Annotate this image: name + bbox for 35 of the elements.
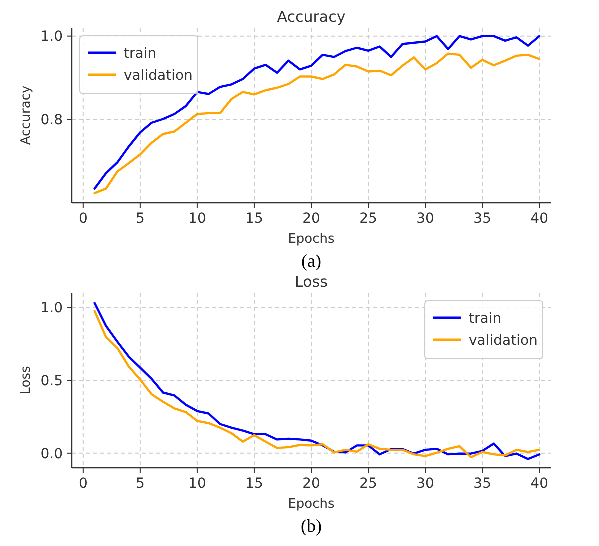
text: (a)	[302, 251, 322, 271]
x-tick-label: 15	[246, 476, 264, 492]
legend-label: train	[124, 46, 157, 62]
legend-label: validation	[469, 332, 538, 349]
x-tick-label: 30	[416, 211, 434, 227]
x-tick-label: 0	[78, 476, 88, 492]
x-tick-label: 10	[188, 211, 206, 227]
x-tick-label: 25	[360, 211, 378, 227]
x-tick-label: 40	[530, 211, 549, 227]
chart-title: Loss	[295, 273, 328, 291]
legend-label: validation	[124, 68, 193, 84]
legend-label: train	[469, 310, 502, 327]
y-tick-label: 1.0	[40, 29, 63, 46]
y-axis-title: Loss	[19, 366, 34, 395]
x-tick-label: 20	[302, 476, 320, 492]
x-tick-label: 35	[474, 476, 492, 492]
x-tick-label: 40	[530, 476, 549, 492]
y-tick-label: 1.0	[40, 300, 63, 316]
x-tick-label: 15	[246, 211, 264, 227]
x-tick-label: 30	[416, 476, 434, 492]
y-axis-title: Accuracy	[19, 86, 34, 146]
x-tick-label: 20	[302, 211, 320, 227]
x-tick-label: 25	[360, 476, 378, 492]
x-axis-title: Epochs	[288, 232, 336, 247]
x-tick-label: 35	[474, 211, 492, 227]
y-tick-label: 0.8	[40, 112, 63, 129]
x-tick-label: 10	[188, 476, 206, 492]
chart-title: Accuracy	[277, 8, 346, 26]
x-axis-title: Epochs	[288, 497, 336, 512]
text: (b)	[301, 516, 322, 536]
y-tick-label: 0.0	[40, 446, 63, 462]
x-tick-label: 5	[136, 211, 145, 227]
x-tick-label: 5	[136, 476, 145, 492]
x-tick-label: 0	[78, 211, 88, 227]
y-tick-label: 0.5	[40, 373, 63, 390]
